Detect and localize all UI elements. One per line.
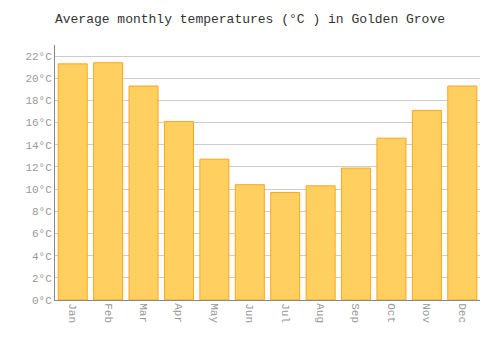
svg-text:Average monthly temperatures (: Average monthly temperatures (°C ) in Go… (55, 12, 445, 27)
svg-text:8°C: 8°C (32, 206, 52, 218)
svg-text:10°C: 10°C (25, 184, 52, 196)
svg-text:Dec: Dec (456, 303, 468, 323)
svg-text:4°C: 4°C (32, 251, 52, 263)
svg-text:22°C: 22°C (25, 51, 52, 63)
svg-text:May: May (208, 303, 220, 323)
svg-text:Jun: Jun (243, 303, 255, 323)
svg-text:16°C: 16°C (25, 117, 52, 129)
svg-text:12°C: 12°C (25, 162, 52, 174)
svg-text:18°C: 18°C (25, 95, 52, 107)
svg-text:Sep: Sep (349, 303, 361, 323)
svg-text:2°C: 2°C (32, 273, 52, 285)
svg-text:14°C: 14°C (25, 140, 52, 152)
svg-text:0°C: 0°C (32, 295, 52, 307)
svg-text:Feb: Feb (102, 303, 114, 323)
svg-text:Nov: Nov (420, 303, 432, 323)
svg-text:Mar: Mar (137, 303, 149, 323)
svg-text:Jan: Jan (66, 303, 78, 323)
svg-text:6°C: 6°C (32, 228, 52, 240)
svg-text:Jul: Jul (279, 303, 291, 323)
svg-text:20°C: 20°C (25, 73, 52, 85)
svg-text:Aug: Aug (314, 303, 326, 323)
svg-text:Apr: Apr (172, 303, 184, 323)
svg-text:Oct: Oct (385, 303, 397, 323)
